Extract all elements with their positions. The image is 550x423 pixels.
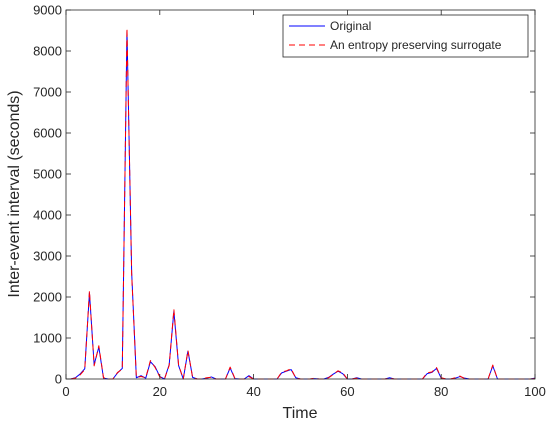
legend-label-original: Original — [330, 19, 371, 33]
legend-box — [282, 14, 529, 58]
y-tick-label: 5000 — [33, 167, 62, 182]
x-tick-label: 100 — [524, 384, 546, 399]
axes — [65, 9, 536, 380]
y-tick-label: 1000 — [33, 331, 62, 346]
legend-label-surrogate: An entropy preserving surrogate — [330, 38, 502, 52]
x-tick-label: 80 — [434, 384, 448, 399]
y-tick-label: 3000 — [33, 249, 62, 264]
y-tick-label: 0 — [55, 372, 62, 387]
legend: Original An entropy preserving surrogate — [282, 14, 529, 58]
y-axis-label: Inter-event interval (seconds) — [6, 90, 23, 297]
y-tick-label: 7000 — [33, 85, 62, 100]
tick-labels: 0 20 40 60 80 1000100020003000400050006000700… — [33, 3, 546, 400]
y-tick-label: 6000 — [33, 126, 62, 141]
y-tick-label: 8000 — [33, 44, 62, 59]
y-tick-label: 9000 — [33, 3, 62, 18]
x-tick-label: 60 — [340, 384, 354, 399]
x-tick-label: 0 — [62, 384, 69, 399]
x-tick-label: 40 — [246, 384, 260, 399]
plot-area — [66, 10, 535, 379]
x-axis-label: Time — [283, 405, 318, 422]
y-tick-label: 2000 — [33, 290, 62, 305]
axes-frame — [65, 9, 536, 380]
y-tick-label: 4000 — [33, 208, 62, 223]
x-tick-label: 20 — [153, 384, 167, 399]
